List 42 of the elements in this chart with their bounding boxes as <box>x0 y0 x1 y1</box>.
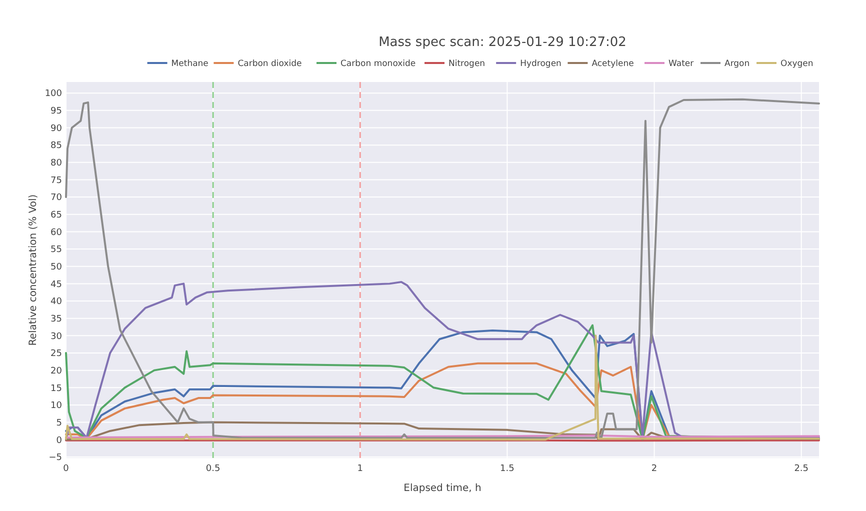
y-tick-label: 85 <box>50 141 62 152</box>
y-tick-label: 80 <box>50 158 62 169</box>
legend-label: Hydrogen <box>520 58 562 69</box>
x-tick-label: 2 <box>651 464 658 474</box>
x-tick-label: 0 <box>63 464 70 474</box>
y-tick-label: 90 <box>50 124 62 134</box>
y-tick-label: 10 <box>50 401 62 412</box>
y-tick-label: 0 <box>56 436 62 446</box>
y-tick-label: 15 <box>50 384 62 394</box>
y-tick-label: 65 <box>50 210 62 221</box>
y-tick-label: 25 <box>50 349 62 360</box>
y-tick-label: 50 <box>50 262 62 273</box>
y-tick-label: 75 <box>50 176 62 186</box>
y-axis-title: Relative concentration (% Vol) <box>28 194 39 346</box>
y-tick-label: 40 <box>50 297 62 308</box>
y-tick-label: 45 <box>50 280 62 290</box>
legend-label: Water <box>668 58 694 69</box>
legend-label: Argon <box>724 58 750 69</box>
y-tick-label: −5 <box>48 453 62 464</box>
y-tick-label: 5 <box>56 418 62 428</box>
legend-label: Acetylene <box>592 58 634 69</box>
y-tick-label: 35 <box>50 314 62 324</box>
y-tick-label: 95 <box>50 106 62 117</box>
y-tick-label: 55 <box>50 245 62 256</box>
legend-label: Oxygen <box>780 58 814 69</box>
x-tick-label: 1.5 <box>500 464 514 474</box>
y-tick-label: 30 <box>50 332 62 342</box>
chart-title: Mass spec scan: 2025-01-29 10:27:02 <box>378 35 626 50</box>
x-tick-label: 0.5 <box>206 464 220 474</box>
legend-label: Nitrogen <box>448 58 486 69</box>
line-series <box>65 98 820 439</box>
legend-label: Carbon dioxide <box>238 58 302 69</box>
y-tick-label: 60 <box>50 228 62 238</box>
legend-label: Methane <box>171 58 208 69</box>
y-tick-label: 20 <box>50 366 62 376</box>
y-tick-label: 70 <box>50 193 62 204</box>
y-tick-label: 100 <box>44 89 62 100</box>
x-tick-label: 1 <box>357 464 364 474</box>
line-series <box>65 280 820 441</box>
legend-label: Carbon monoxide <box>340 58 416 69</box>
x-axis-title: Elapsed time, h <box>404 483 482 494</box>
x-tick-label: 2.5 <box>794 464 809 474</box>
